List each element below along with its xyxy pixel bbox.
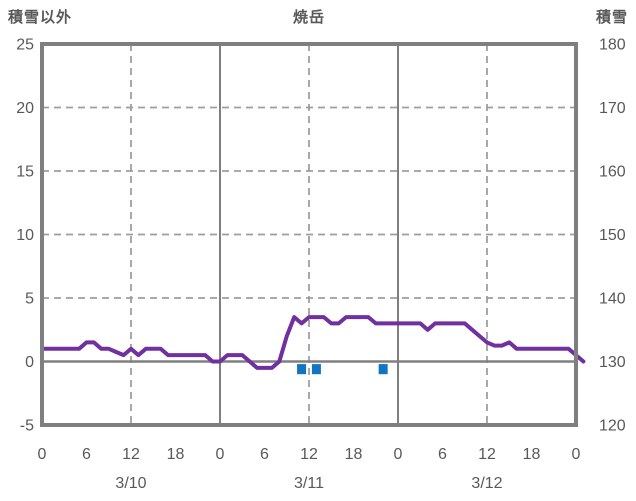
- x-tick: 6: [438, 446, 447, 463]
- y-left-tick: 15: [16, 164, 34, 181]
- y-left-tick: 5: [25, 291, 34, 308]
- y-left-tick: 0: [25, 354, 34, 371]
- x-tick: 6: [82, 446, 91, 463]
- y-right-tick: 140: [599, 291, 626, 308]
- x-tick: 12: [300, 446, 318, 463]
- plot-frame: [40, 42, 578, 427]
- y-left-tick: 20: [16, 100, 34, 117]
- date-label: 3/11: [294, 475, 324, 492]
- left-axis-title: 積雪以外: [8, 9, 73, 26]
- x-tick: 12: [478, 446, 496, 463]
- x-tick: 0: [216, 446, 225, 463]
- y-left-tick: 25: [16, 37, 34, 54]
- x-tick: 0: [394, 446, 403, 463]
- x-tick: 18: [523, 446, 541, 463]
- y-left-tick-labels: 25 20 15 10 5 0 -5: [16, 37, 34, 435]
- x-tick: 12: [122, 446, 140, 463]
- x-tick: 18: [345, 446, 363, 463]
- x-tick: 0: [38, 446, 47, 463]
- x-tick-labels: 0 6 12 18 0 6 12 18 0 6 12 18 0: [38, 446, 581, 463]
- date-labels: 3/10 3/11 3/12: [115, 475, 502, 492]
- date-label: 3/10: [115, 475, 146, 492]
- x-tick: 6: [260, 446, 269, 463]
- snow-depth-line: [40, 315, 586, 370]
- y-left-tick: 10: [16, 227, 34, 244]
- right-axis-title: 積雪: [595, 9, 628, 26]
- y-right-tick: 160: [599, 164, 626, 181]
- y-right-tick: 180: [599, 37, 626, 54]
- y-right-tick: 120: [599, 418, 626, 435]
- chart-title: 焼岳: [292, 9, 326, 26]
- precip-bars: [297, 364, 388, 375]
- x-tick: 0: [572, 446, 581, 463]
- y-right-tick: 170: [599, 100, 626, 117]
- date-label: 3/12: [471, 475, 502, 492]
- y-right-tick: 130: [599, 354, 626, 371]
- y-right-tick-labels: 180 170 160 150 140 130 120: [599, 37, 626, 435]
- x-tick: 18: [167, 446, 185, 463]
- y-left-tick: -5: [20, 418, 34, 435]
- y-right-tick: 150: [599, 227, 626, 244]
